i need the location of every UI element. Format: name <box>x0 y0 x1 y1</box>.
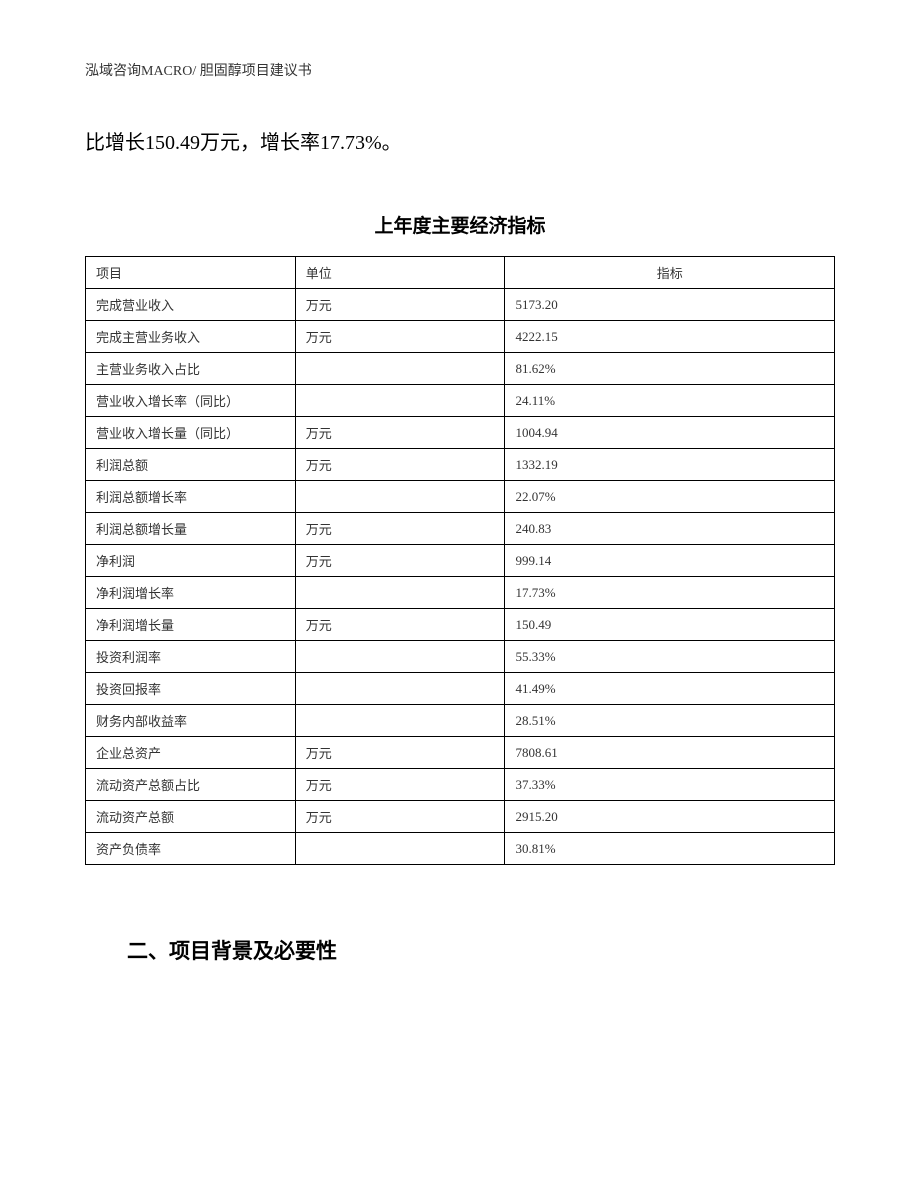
cell-project: 财务内部收益率 <box>86 705 296 737</box>
cell-value: 17.73% <box>505 577 835 609</box>
cell-project: 营业收入增长率（同比） <box>86 385 296 417</box>
table-row: 资产负债率 30.81% <box>86 833 835 865</box>
cell-project: 投资利润率 <box>86 641 296 673</box>
cell-unit: 万元 <box>295 449 505 481</box>
page-header: 泓域咨询MACRO/ 胆固醇项目建议书 <box>85 60 835 80</box>
cell-value: 150.49 <box>505 609 835 641</box>
section-heading: 二、项目背景及必要性 <box>127 935 835 965</box>
table-row: 净利润万元999.14 <box>86 545 835 577</box>
cell-value: 24.11% <box>505 385 835 417</box>
cell-value: 22.07% <box>505 481 835 513</box>
cell-unit <box>295 385 505 417</box>
table-row: 净利润增长率 17.73% <box>86 577 835 609</box>
cell-unit: 万元 <box>295 801 505 833</box>
table-row: 主营业务收入占比 81.62% <box>86 353 835 385</box>
cell-project: 营业收入增长量（同比） <box>86 417 296 449</box>
cell-value: 55.33% <box>505 641 835 673</box>
table-row: 完成主营业务收入万元4222.15 <box>86 321 835 353</box>
cell-unit <box>295 673 505 705</box>
cell-value: 1004.94 <box>505 417 835 449</box>
table-row: 流动资产总额万元2915.20 <box>86 801 835 833</box>
cell-value: 37.33% <box>505 769 835 801</box>
cell-unit: 万元 <box>295 545 505 577</box>
cell-project: 利润总额增长量 <box>86 513 296 545</box>
cell-unit: 万元 <box>295 737 505 769</box>
table-row: 营业收入增长率（同比） 24.11% <box>86 385 835 417</box>
cell-value: 999.14 <box>505 545 835 577</box>
table-row: 投资回报率 41.49% <box>86 673 835 705</box>
cell-project: 完成主营业务收入 <box>86 321 296 353</box>
table-row: 利润总额万元1332.19 <box>86 449 835 481</box>
cell-unit: 万元 <box>295 609 505 641</box>
table-row: 净利润增长量万元150.49 <box>86 609 835 641</box>
cell-value: 240.83 <box>505 513 835 545</box>
table-title: 上年度主要经济指标 <box>85 211 835 238</box>
cell-project: 流动资产总额 <box>86 801 296 833</box>
cell-unit <box>295 833 505 865</box>
cell-unit <box>295 353 505 385</box>
body-paragraph: 比增长150.49万元，增长率17.73%。 <box>85 125 835 161</box>
cell-unit <box>295 641 505 673</box>
cell-unit: 万元 <box>295 321 505 353</box>
table-row: 利润总额增长量万元240.83 <box>86 513 835 545</box>
cell-unit <box>295 705 505 737</box>
cell-value: 2915.20 <box>505 801 835 833</box>
cell-unit: 万元 <box>295 417 505 449</box>
cell-project: 净利润增长率 <box>86 577 296 609</box>
table-row: 财务内部收益率 28.51% <box>86 705 835 737</box>
cell-value: 4222.15 <box>505 321 835 353</box>
cell-value: 81.62% <box>505 353 835 385</box>
column-header-project: 项目 <box>86 257 296 289</box>
cell-project: 投资回报率 <box>86 673 296 705</box>
cell-project: 主营业务收入占比 <box>86 353 296 385</box>
cell-unit <box>295 577 505 609</box>
cell-project: 资产负债率 <box>86 833 296 865</box>
cell-unit <box>295 481 505 513</box>
cell-value: 41.49% <box>505 673 835 705</box>
column-header-unit: 单位 <box>295 257 505 289</box>
cell-unit: 万元 <box>295 289 505 321</box>
table-row: 完成营业收入万元5173.20 <box>86 289 835 321</box>
table-row: 流动资产总额占比万元37.33% <box>86 769 835 801</box>
cell-unit: 万元 <box>295 513 505 545</box>
cell-value: 5173.20 <box>505 289 835 321</box>
economic-indicators-table: 项目 单位 指标 完成营业收入万元5173.20完成主营业务收入万元4222.1… <box>85 256 835 865</box>
cell-project: 利润总额 <box>86 449 296 481</box>
cell-value: 1332.19 <box>505 449 835 481</box>
cell-value: 30.81% <box>505 833 835 865</box>
table-row: 营业收入增长量（同比）万元1004.94 <box>86 417 835 449</box>
cell-unit: 万元 <box>295 769 505 801</box>
cell-project: 流动资产总额占比 <box>86 769 296 801</box>
cell-project: 净利润 <box>86 545 296 577</box>
table-row: 利润总额增长率 22.07% <box>86 481 835 513</box>
table-header-row: 项目 单位 指标 <box>86 257 835 289</box>
column-header-value: 指标 <box>505 257 835 289</box>
cell-value: 7808.61 <box>505 737 835 769</box>
cell-project: 完成营业收入 <box>86 289 296 321</box>
cell-value: 28.51% <box>505 705 835 737</box>
cell-project: 净利润增长量 <box>86 609 296 641</box>
cell-project: 利润总额增长率 <box>86 481 296 513</box>
table-row: 投资利润率 55.33% <box>86 641 835 673</box>
table-row: 企业总资产万元7808.61 <box>86 737 835 769</box>
cell-project: 企业总资产 <box>86 737 296 769</box>
